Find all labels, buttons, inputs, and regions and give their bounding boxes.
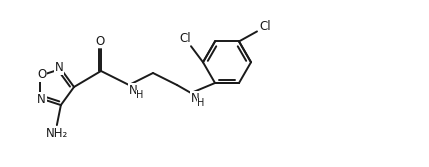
Text: NH₂: NH₂ — [46, 127, 68, 140]
Text: O: O — [37, 68, 46, 81]
Text: N: N — [190, 92, 199, 105]
Text: Cl: Cl — [259, 20, 271, 33]
Text: N: N — [54, 61, 63, 74]
Text: N: N — [37, 93, 46, 106]
Text: H: H — [136, 90, 144, 100]
Text: H: H — [197, 98, 205, 108]
Text: O: O — [95, 35, 105, 47]
Text: Cl: Cl — [179, 32, 191, 45]
Text: N: N — [129, 84, 137, 97]
